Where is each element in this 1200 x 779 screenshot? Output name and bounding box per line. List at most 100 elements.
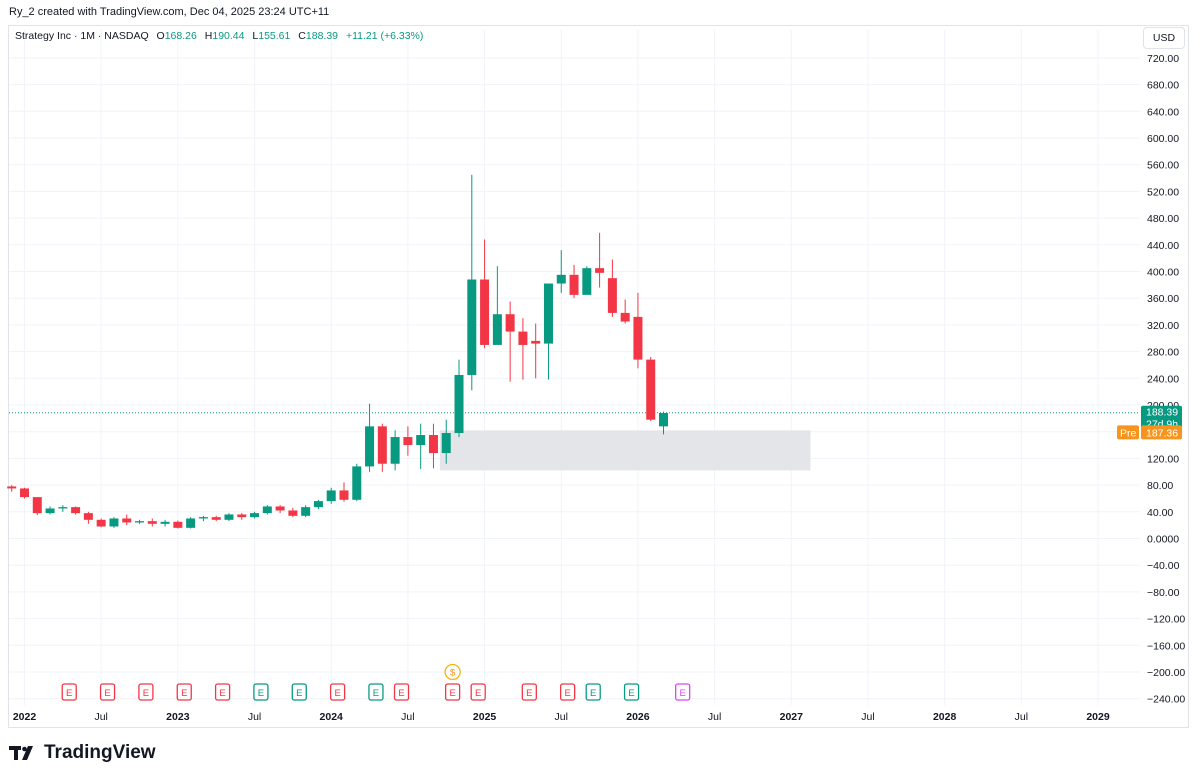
earnings-icon[interactable] [521, 683, 537, 701]
candle-down[interactable] [288, 510, 298, 516]
candle-down[interactable] [377, 426, 387, 464]
candle-down[interactable] [403, 437, 413, 446]
earnings-icon[interactable] [291, 683, 307, 701]
earnings-marker-label: E [590, 688, 596, 699]
earnings-icon[interactable] [253, 683, 269, 701]
y-tick-label: 280.00 [1147, 347, 1179, 359]
candle-up[interactable] [543, 283, 553, 344]
candle-down[interactable] [607, 278, 617, 313]
currency-selector[interactable]: USD [1143, 27, 1185, 49]
legend-change: +11.21 (+6.33%) [345, 30, 424, 42]
candle-up[interactable] [313, 501, 323, 508]
candle-up[interactable] [326, 490, 336, 502]
candle-down[interactable] [646, 359, 656, 420]
earnings-icon[interactable] [675, 683, 691, 701]
candle-up[interactable] [109, 518, 119, 527]
candle-up[interactable] [441, 433, 451, 454]
candle-up[interactable] [582, 268, 592, 295]
candle-down[interactable] [505, 314, 515, 332]
candle-up[interactable] [45, 508, 55, 514]
earnings-marker-label: E [219, 688, 225, 699]
pre-market-label: Pre [1120, 427, 1137, 439]
candle-up[interactable] [352, 466, 362, 500]
earnings-icon[interactable] [585, 683, 601, 701]
ohlc-legend: Strategy Inc · 1M · NASDAQ O168.26 H190.… [15, 30, 423, 42]
candle-down[interactable] [20, 488, 29, 498]
earnings-icon[interactable] [368, 683, 384, 701]
candle-down[interactable] [595, 268, 605, 273]
candle-down[interactable] [620, 312, 630, 322]
candle-down[interactable] [211, 517, 221, 520]
earnings-icon[interactable] [138, 683, 154, 701]
earnings-marker-label: E [679, 688, 685, 699]
earnings-marker-label: E [181, 688, 187, 699]
candle-down[interactable] [237, 514, 247, 518]
candle-down[interactable] [531, 340, 541, 344]
candle-up[interactable] [454, 374, 464, 434]
candle-up[interactable] [659, 413, 668, 427]
candle-down[interactable] [71, 507, 81, 514]
earnings-icon[interactable] [444, 683, 461, 701]
earnings-marker-label: E [296, 688, 302, 699]
y-tick-label: 560.00 [1147, 160, 1179, 172]
candle-up[interactable] [250, 513, 260, 518]
earnings-icon[interactable] [61, 683, 77, 701]
x-tick-label: 2022 [13, 711, 37, 723]
candle-up[interactable] [58, 507, 68, 509]
candle-down[interactable] [518, 331, 528, 345]
earnings-icon[interactable] [176, 683, 192, 701]
earnings-icon[interactable] [560, 683, 576, 701]
earnings-icon[interactable] [623, 683, 640, 701]
candle-down[interactable] [7, 486, 17, 489]
candle-up[interactable] [135, 521, 145, 523]
candle-down[interactable] [569, 274, 579, 295]
support-zone[interactable] [439, 430, 811, 471]
earnings-icon[interactable] [214, 683, 231, 701]
candle-up[interactable] [262, 506, 272, 514]
candle-up[interactable] [365, 426, 375, 467]
candle-up[interactable] [467, 279, 477, 375]
candle-up[interactable] [492, 314, 502, 345]
legend-symbol[interactable]: Strategy Inc · 1M · NASDAQ [15, 30, 149, 42]
legend-close-label: C [298, 30, 306, 42]
candle-down[interactable] [147, 521, 157, 524]
earnings-icon[interactable] [470, 683, 486, 701]
candle-down[interactable] [173, 521, 183, 528]
candle-up[interactable] [224, 514, 234, 520]
candle-down[interactable] [275, 506, 285, 511]
y-tick-label: −160.00 [1147, 640, 1185, 652]
candle-up[interactable] [390, 437, 400, 464]
earnings-icon[interactable] [99, 683, 116, 701]
y-tick-label: 520.00 [1147, 186, 1179, 198]
candle-up[interactable] [198, 517, 208, 519]
earnings-icon[interactable] [329, 683, 346, 701]
tradingview-brand[interactable]: TradingView [9, 742, 156, 764]
y-tick-label: 360.00 [1147, 293, 1179, 305]
dividend-icon[interactable] [444, 663, 461, 681]
candle-down[interactable] [83, 513, 93, 520]
earnings-marker-label: E [475, 688, 481, 699]
candle-down[interactable] [96, 519, 106, 527]
candle-down[interactable] [339, 490, 349, 500]
earnings-icon[interactable] [393, 683, 410, 701]
legend-open-label: O [156, 30, 165, 42]
legend-high-value: 190.44 [212, 30, 245, 42]
candle-down[interactable] [480, 279, 490, 345]
earnings-marker-label: E [449, 688, 455, 699]
y-tick-label: 0.0000 [1147, 534, 1179, 546]
legend-open-value: 168.26 [164, 30, 197, 42]
legend-low-label: L [252, 30, 259, 42]
candle-up[interactable] [301, 507, 311, 516]
candle-up[interactable] [556, 274, 566, 284]
candle-up[interactable] [160, 521, 170, 524]
y-tick-label: 720.00 [1147, 53, 1179, 65]
candle-down[interactable] [122, 518, 132, 523]
legend-high-label: H [204, 30, 213, 42]
candle-up[interactable] [416, 435, 426, 446]
candle-up[interactable] [186, 518, 196, 528]
candle-down[interactable] [428, 435, 438, 454]
candle-down[interactable] [32, 497, 42, 514]
tradingview-logo-icon [9, 746, 33, 760]
candle-down[interactable] [633, 316, 643, 360]
